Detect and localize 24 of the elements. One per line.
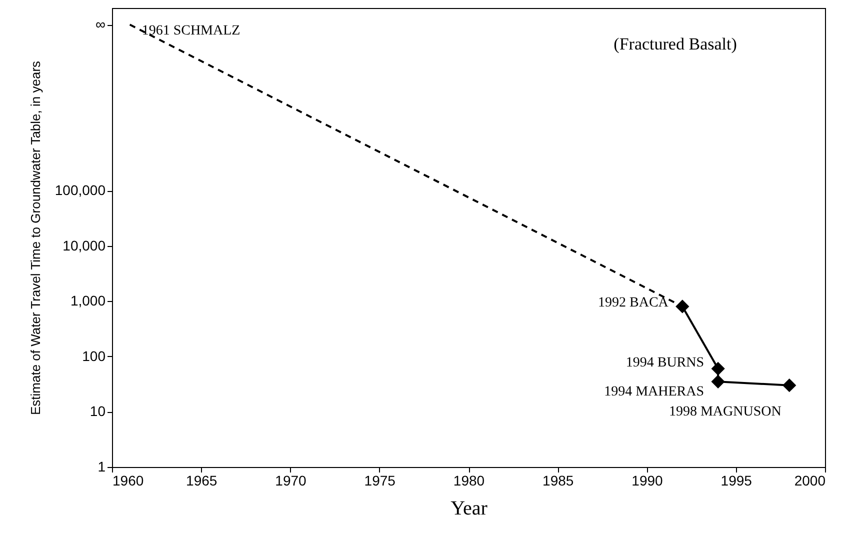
annotation: 1994 MAHERAS xyxy=(604,384,704,400)
annotation: (Fractured Basalt) xyxy=(614,34,737,54)
x-axis-title: Year xyxy=(450,498,488,520)
x-tick-label: 1995 xyxy=(720,472,752,488)
x-tick-label: 1990 xyxy=(632,472,664,488)
y-tick-label: 10,000 xyxy=(62,237,106,254)
y-axis-title: Estimate of Water Travel Time to Groundwater Table, in years xyxy=(28,60,43,416)
x-tick-label: 1985 xyxy=(542,472,574,488)
y-tick-label: 1 xyxy=(98,458,106,474)
annotation: 1992 BACA xyxy=(598,295,670,310)
x-tick-label: 1965 xyxy=(186,472,218,488)
y-tick-label: 10 xyxy=(90,403,106,420)
x-tick-label: 1975 xyxy=(364,472,396,488)
y-tick-label: ∞ xyxy=(96,16,106,32)
x-tick-label: 1960 xyxy=(112,472,144,488)
x-tick-label: 2000 xyxy=(794,472,826,488)
y-tick-label: 1,000 xyxy=(70,292,106,309)
annotation: 1998 MAGNUSON xyxy=(668,404,782,420)
x-tick-label: 1980 xyxy=(453,472,485,488)
annotation: 1994 BURNS xyxy=(626,356,704,371)
y-tick-label: 100 xyxy=(82,348,106,364)
y-tick-label: 100,000 xyxy=(54,182,106,198)
x-tick-label: 1970 xyxy=(275,472,307,488)
annotation: 1961 SCHMALZ xyxy=(142,24,240,39)
